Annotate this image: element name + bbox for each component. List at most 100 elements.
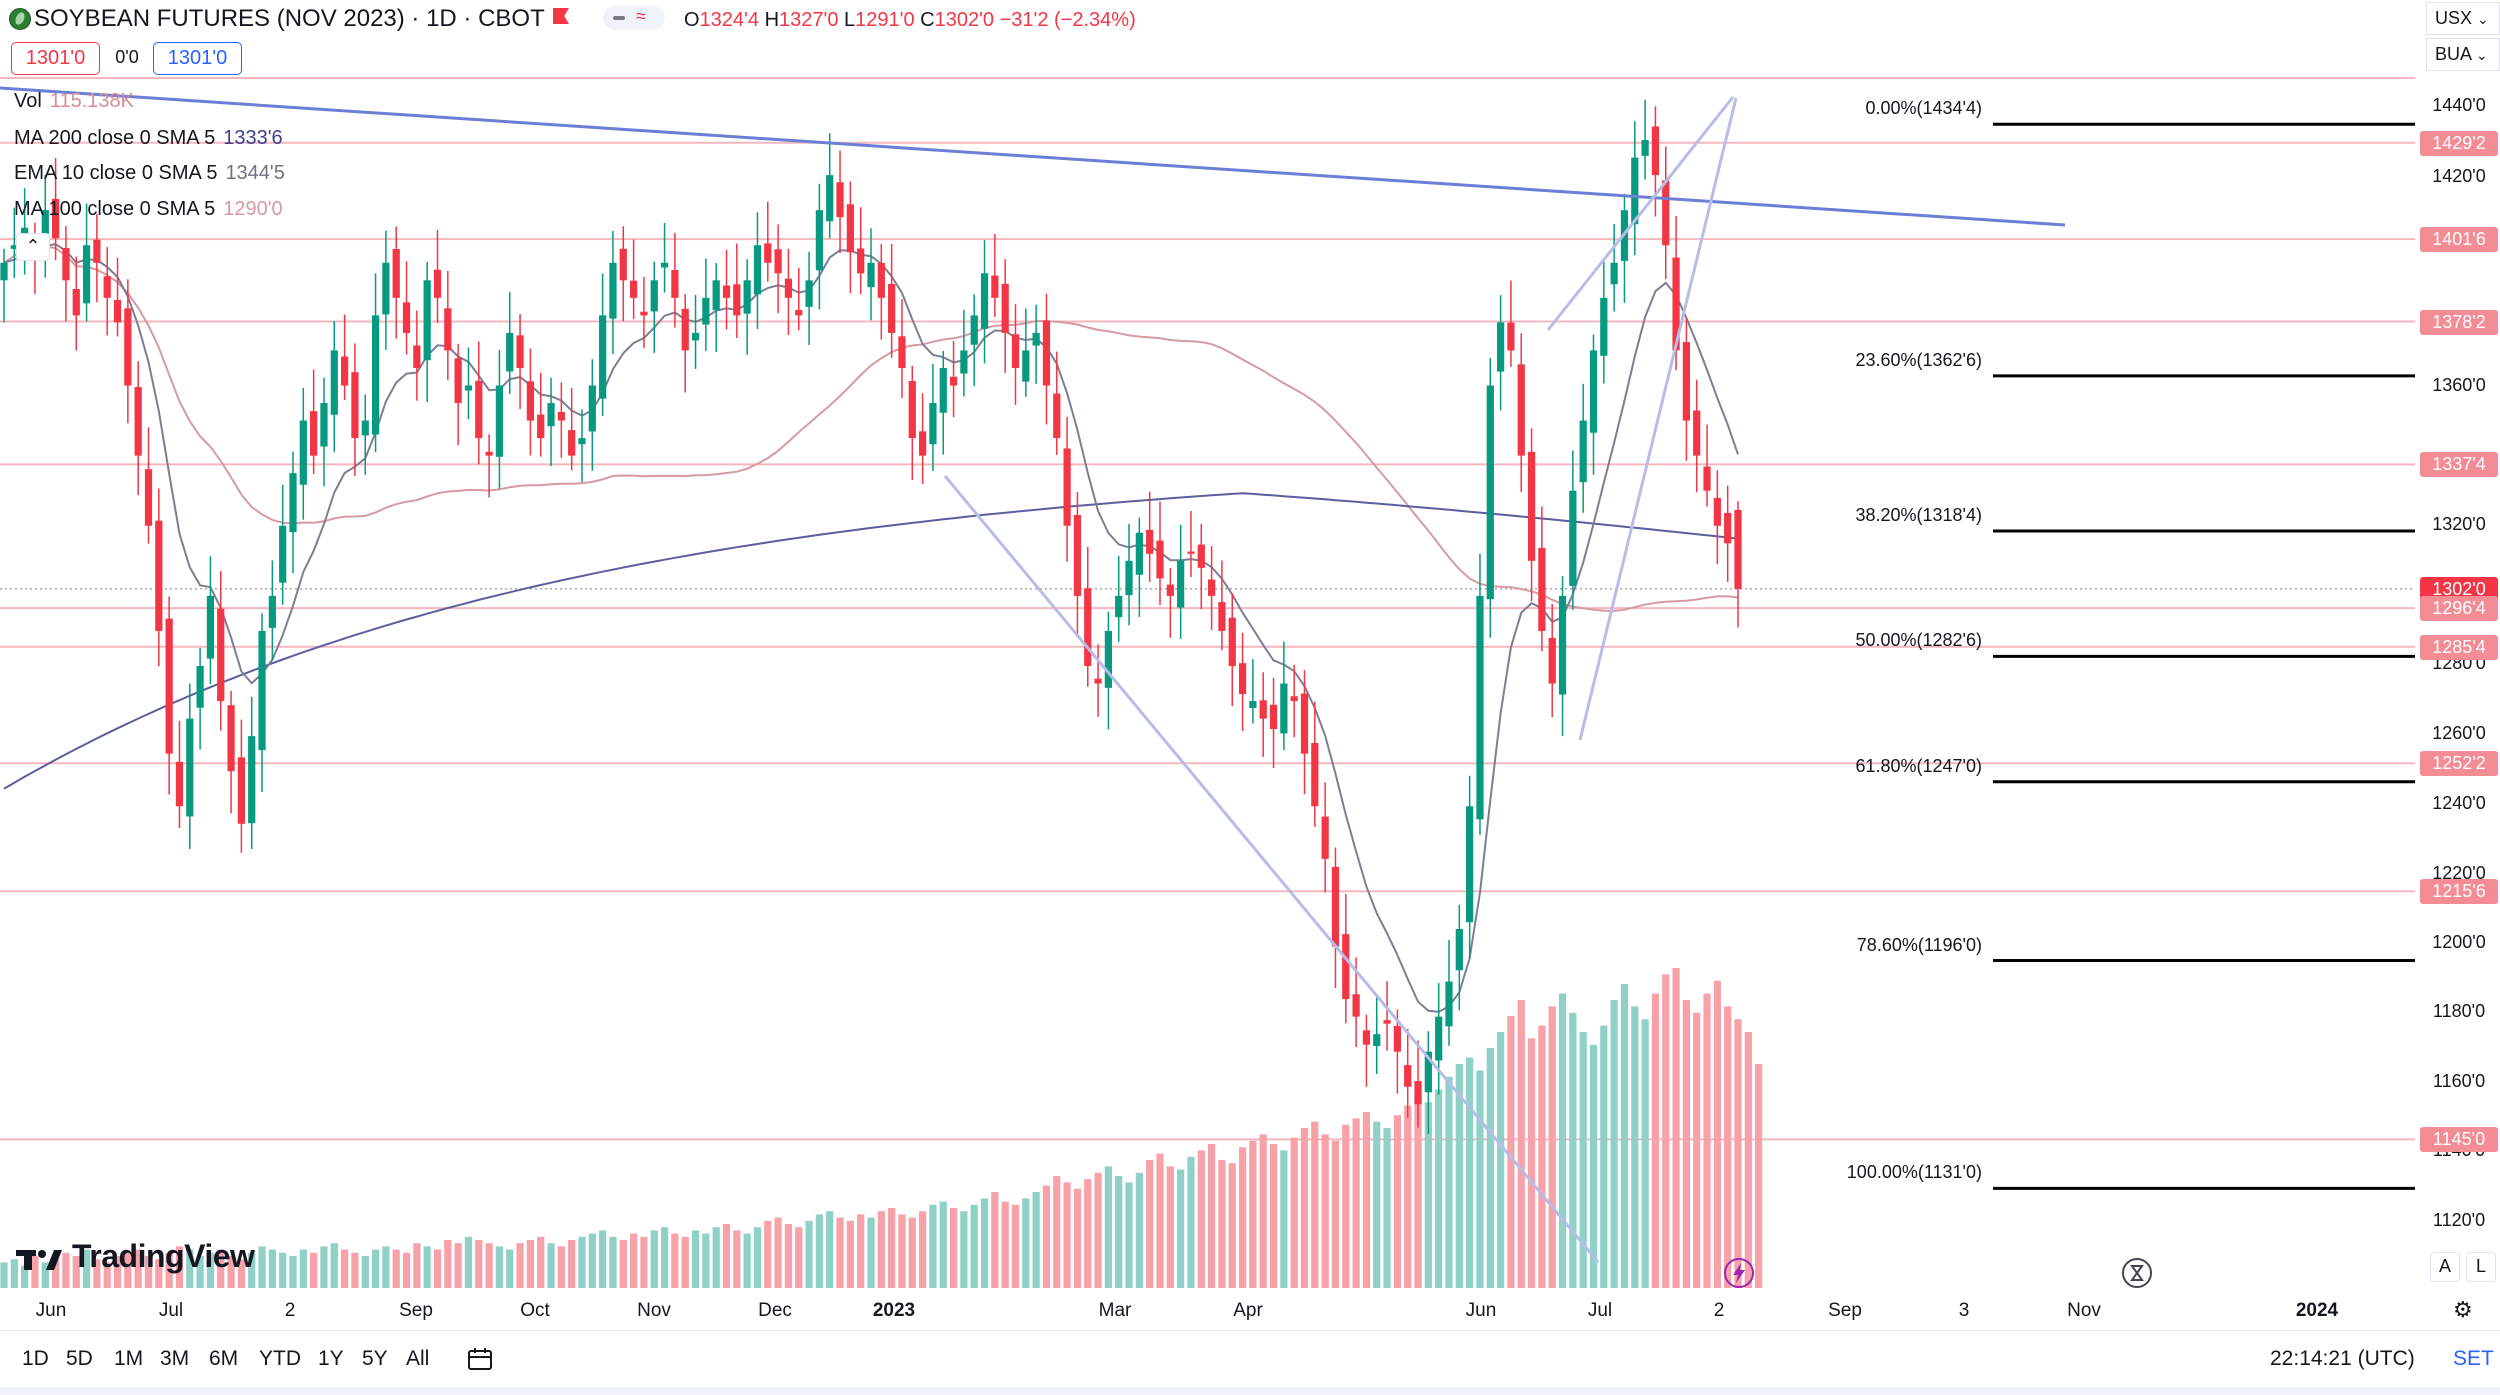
volume-bar (1404, 1105, 1412, 1288)
buy-button[interactable]: 1301'0 (153, 42, 242, 75)
volume-bar (485, 1243, 493, 1288)
lightning-icon[interactable] (1724, 1258, 1754, 1288)
flag-icon[interactable] (553, 8, 569, 24)
indicator-ema10[interactable]: EMA 10 close 0 SMA 5 1344'5 (14, 161, 285, 185)
unit-select[interactable]: BUA ⌄ (2426, 38, 2500, 71)
symbol-title[interactable]: SOYBEAN FUTURES (NOV 2023) · 1D · CBOT (34, 5, 545, 32)
candle-body (578, 438, 586, 445)
sell-button[interactable]: 1301'0 (11, 42, 100, 75)
volume-bar (1466, 1057, 1474, 1288)
fib-level-label: 61.80%(1247'0) (1855, 755, 1982, 776)
candle-body (1713, 497, 1721, 526)
volume-bars (0, 968, 1763, 1288)
candle-body (299, 420, 307, 485)
volume-bar (258, 1246, 266, 1288)
volume-bar (795, 1227, 803, 1288)
volume-bar (1424, 1102, 1432, 1288)
y-axis-tick: 1440'0 (2432, 95, 2486, 115)
candle-body (918, 431, 927, 456)
currency-select[interactable]: USX ⌄ (2426, 2, 2500, 35)
candle-body (712, 280, 720, 311)
candle-body (795, 309, 803, 316)
volume-bar (733, 1230, 741, 1288)
timeframe-button[interactable]: 1M (114, 1347, 144, 1370)
candle-body (1207, 579, 1216, 596)
calendar-range-icon[interactable] (466, 1346, 494, 1372)
indicator-ma100[interactable]: MA 100 close 0 SMA 5 1290'0 (14, 197, 283, 221)
candle-body (980, 273, 989, 329)
auto-scale-button[interactable]: A (2430, 1252, 2460, 1282)
candle-body (939, 367, 947, 413)
candle-body (134, 387, 142, 456)
volume-bar (815, 1214, 824, 1288)
volume-bar (382, 1246, 390, 1288)
candle-body (289, 473, 297, 533)
candle-body (671, 270, 679, 298)
volume-bar (980, 1198, 989, 1288)
timeframe-button[interactable]: YTD (259, 1347, 301, 1370)
candle-body (1445, 981, 1453, 1027)
compare-toggle[interactable]: ≈ (603, 6, 665, 30)
volume-bar (1156, 1153, 1164, 1288)
volume-bar (908, 1217, 916, 1288)
minus-icon (613, 16, 625, 20)
timeframe-button[interactable]: 1D (22, 1347, 49, 1370)
indicator-volume[interactable]: Vol 115.138K (14, 89, 134, 113)
candle-body (1321, 816, 1329, 859)
indicator-label: EMA 10 close 0 SMA 5 (14, 162, 218, 184)
volume-bar (805, 1220, 813, 1288)
candle-body (1218, 602, 1226, 631)
timeframe-button[interactable]: 5Y (362, 1347, 388, 1370)
candle-body (475, 380, 483, 439)
timeframe-button[interactable]: 1Y (318, 1347, 344, 1370)
volume-bar (1445, 1076, 1453, 1288)
timeframe-button[interactable]: 3M (160, 1347, 190, 1370)
volume-bar (268, 1249, 276, 1288)
indicator-ma200[interactable]: MA 200 close 0 SMA 5 1333'6 (14, 126, 283, 150)
volume-bar (340, 1249, 349, 1288)
timeframe-button[interactable]: 5D (66, 1347, 93, 1370)
timeframe-button[interactable]: All (406, 1347, 430, 1370)
candle-body (1610, 262, 1618, 285)
candle-body (537, 414, 545, 439)
candle-body (1073, 515, 1082, 596)
hourglass-icon[interactable] (2122, 1258, 2152, 1288)
close-value: 1302'0 (934, 9, 995, 31)
candle-body (650, 280, 658, 312)
log-scale-button[interactable]: L (2466, 1252, 2496, 1282)
candle-body (526, 381, 535, 421)
collapse-legend-button[interactable]: ⌃ (16, 233, 50, 261)
candle-body (609, 262, 617, 319)
candle-body (568, 430, 576, 456)
candle-body (898, 336, 906, 368)
candle-body (1311, 742, 1319, 807)
timeframe-button[interactable]: 6M (209, 1347, 239, 1370)
ohlc-readout: O1324'4 H1327'0 L1291'0 C1302'0 −31'2 (−… (684, 7, 1136, 33)
price-level-label: 1285'4 (2420, 634, 2498, 660)
candle-body (1662, 180, 1670, 246)
volume-bar (991, 1192, 999, 1288)
volume-bar (134, 1249, 142, 1288)
volume-bar (1713, 980, 1721, 1288)
gear-icon[interactable]: ⚙ (2453, 1297, 2473, 1322)
down-trendline (943, 475, 1600, 1263)
volume-bar (1042, 1185, 1051, 1288)
candle-body (186, 718, 194, 817)
volume-bar (41, 1262, 49, 1288)
fib-level-label: 100.00%(1131'0) (1846, 1162, 1982, 1183)
settings-link[interactable]: SET (2453, 1347, 2494, 1370)
volume-bar (1135, 1172, 1143, 1288)
candle-body (722, 285, 731, 298)
volume-bar (237, 1259, 246, 1288)
volume-bar (248, 1252, 256, 1288)
y-axis-tick: 1360'0 (2432, 375, 2486, 395)
volume-bar (227, 1256, 235, 1288)
candle-body (1455, 928, 1463, 971)
volume-bar (1589, 1044, 1598, 1288)
clock-readout: 22:14:21 (UTC) (2270, 1347, 2415, 1370)
volume-bar (464, 1236, 473, 1288)
candle-body (227, 705, 235, 772)
volume-bar (857, 1214, 865, 1288)
volume-bar (62, 1252, 70, 1288)
